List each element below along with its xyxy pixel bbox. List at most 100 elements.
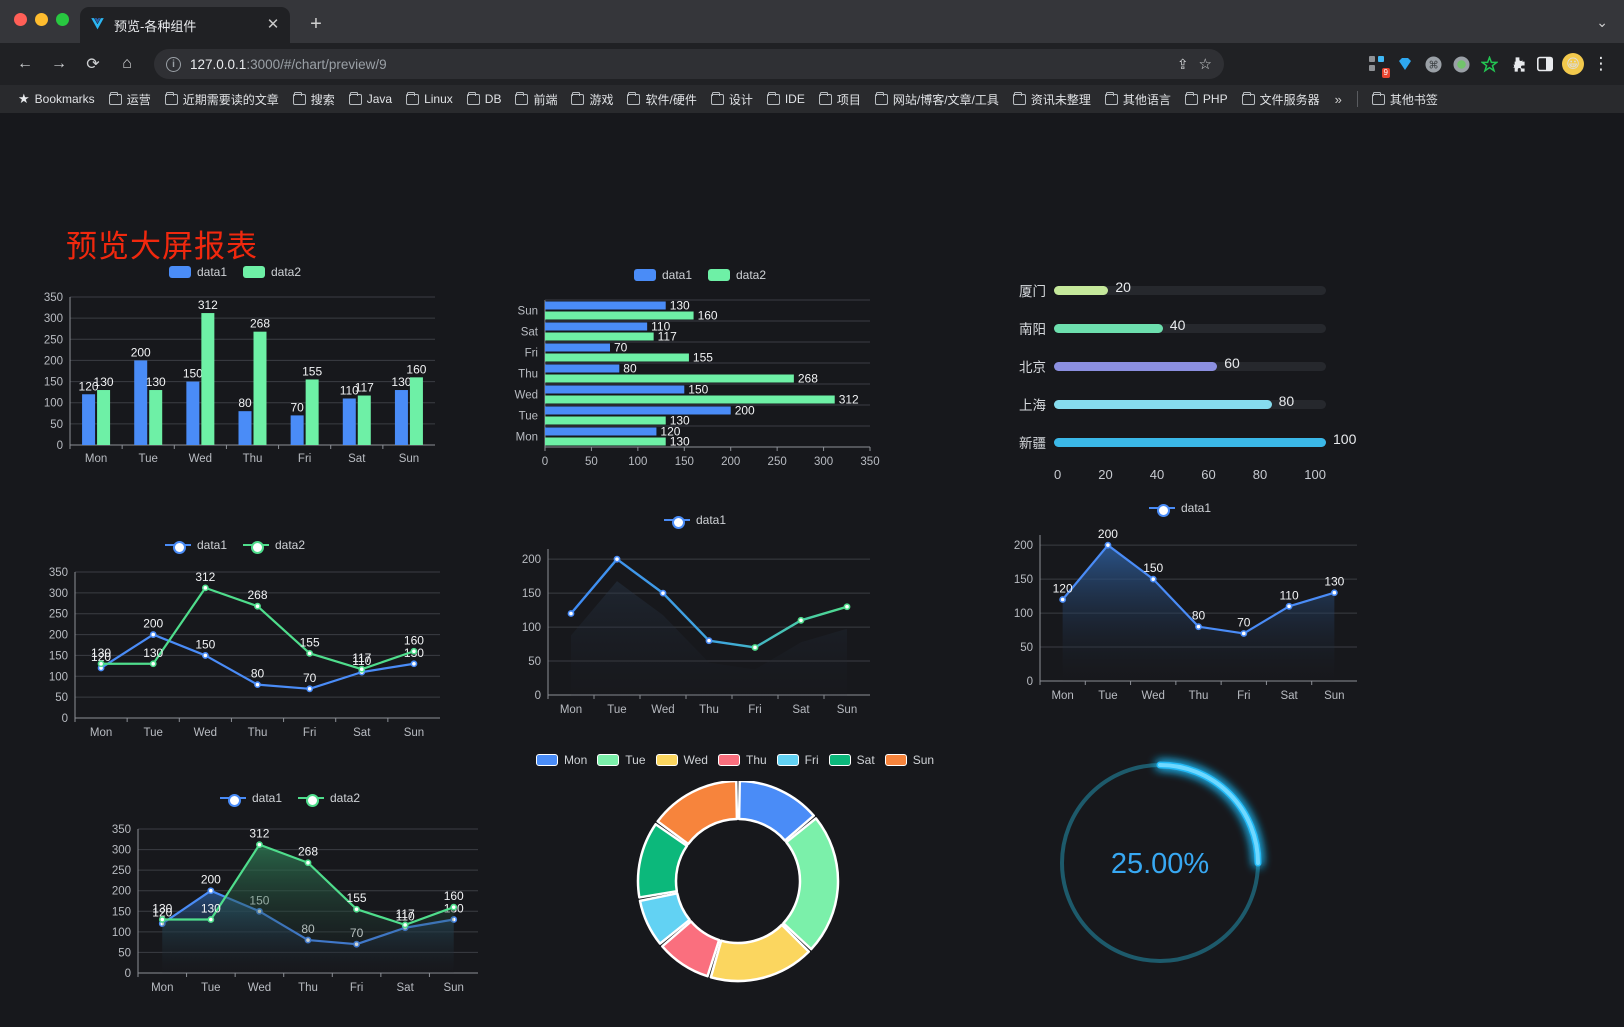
legend-item-tue[interactable]: Tue [597,753,646,767]
bookmark-folder[interactable]: DB [461,89,508,109]
new-tab-button[interactable]: + [310,13,322,35]
bookmark-star-icon[interactable]: ☆ [1198,56,1212,73]
legend-item-data2[interactable]: data2 [298,791,360,807]
close-icon[interactable]: ✕ [266,16,280,33]
chart-line-two-series[interactable]: data1 data2 0 50 100 150 200 250 300 350 Mon Tue W… [20,538,450,750]
svg-text:312: 312 [249,827,269,841]
progress-track[interactable]: 80 [1054,393,1326,409]
legend-item-mon[interactable]: Mon [535,753,587,767]
maximize-window-button[interactable] [56,13,69,26]
svg-text:Fri: Fri [525,348,538,360]
avatar[interactable]: 😀 [1560,51,1586,77]
progress-track[interactable]: 60 [1054,355,1326,371]
legend-item-data2[interactable]: data2 [708,268,766,282]
chart-gauge[interactable]: 25.00% [1040,743,1280,993]
folder-icon [710,91,724,105]
bookmark-manager-item[interactable]: ★ Bookmarks [12,88,101,110]
bookmark-folder[interactable]: PHP [1179,89,1234,109]
legend-item-sat[interactable]: Sat [828,753,875,767]
legend-item-fri[interactable]: Fri [776,753,819,767]
progress-row[interactable]: 新疆 100 [1000,423,1356,461]
bookmark-folder[interactable]: 软件/硬件 [621,88,702,111]
bookmark-folder[interactable]: Java [343,89,398,109]
puzzle-extensions-icon[interactable] [1504,51,1530,77]
command-circle-icon[interactable]: ⌘ [1420,51,1446,77]
legend-item-data1[interactable]: data1 [633,268,692,282]
address-bar[interactable]: i 127.0.0.1:3000/#/chart/preview/9 ⇪ ☆ [154,49,1224,79]
bookmark-folder[interactable]: 网站/博客/文章/工具 [869,88,1005,111]
chevron-down-icon[interactable]: ⌄ [1596,14,1608,30]
legend-item-wed[interactable]: Wed [655,753,708,767]
menu-icon[interactable]: ⋮ [1592,54,1610,73]
bookmark-folder[interactable]: 前端 [509,88,563,111]
bookmark-folder[interactable]: Linux [400,89,459,109]
forward-icon[interactable]: → [51,55,67,72]
progress-row[interactable]: 上海 80 [1000,385,1326,423]
bookmark-folder[interactable]: 近期需要读的文章 [159,88,285,111]
progress-axis: 0 20 40 60 80 100 [1054,461,1326,482]
progress-track[interactable]: 100 [1054,431,1356,447]
bookmark-folder[interactable]: 设计 [705,88,759,111]
legend[interactable]: Mon Tue Wed Thu Fri Sat Sun [520,753,950,767]
share-icon[interactable]: ⇪ [1176,55,1189,72]
progress-row[interactable]: 北京 60 [1000,347,1326,385]
legend-item-data1[interactable]: data1 [164,538,227,554]
bookmark-folder[interactable]: 游戏 [565,88,619,111]
svg-text:268: 268 [250,317,270,331]
close-window-button[interactable] [14,13,27,26]
progress-fill [1054,285,1109,295]
legend[interactable]: data1 [985,501,1375,517]
star-outline-green-icon[interactable] [1476,51,1502,77]
legend-item-data2[interactable]: data2 [243,538,305,554]
bookmark-folder[interactable]: 其他语言 [1099,88,1177,111]
legend-item-data1[interactable]: data1 [168,265,227,279]
bookmark-folder[interactable]: 文件服务器 [1236,88,1326,111]
svg-text:Tue: Tue [519,411,538,423]
legend-item-data1[interactable]: data1 [663,513,726,529]
chart-donut[interactable]: Mon Tue Wed Thu Fri Sat Sun [520,753,950,1006]
home-icon[interactable]: ⌂ [122,55,132,72]
legend[interactable]: data1 [500,513,890,529]
info-icon[interactable]: i [166,56,181,72]
minimize-window-button[interactable] [35,13,48,26]
bookmark-label: 文件服务器 [1259,92,1320,107]
legend-item-thu[interactable]: Thu [717,753,767,767]
extension-grid-icon[interactable]: 9 [1364,51,1390,78]
legend[interactable]: data1 data2 [500,268,900,282]
legend-item-data1[interactable]: data1 [219,791,282,807]
bookmark-folder[interactable]: 搜索 [287,88,341,111]
bookmarks-overflow-button[interactable]: » [1334,91,1342,107]
legend-item-sun[interactable]: Sun [884,753,934,767]
bookmark-folder[interactable]: 项目 [813,88,867,111]
chart-bar-vertical[interactable]: data1 data2 0 50 100 150 200 250 300 350 Mon 120 1… [20,265,450,480]
legend-item-data1[interactable]: data1 [1148,501,1211,517]
chart-area-two-series[interactable]: data1 data2 0 50 100 150 200 250 300 350 Mon Tue W… [80,791,500,1008]
legend-item-data2[interactable]: data2 [243,265,301,279]
bookmark-folder[interactable]: IDE [761,89,811,109]
progress-row[interactable]: 厦门 20 [1000,271,1326,309]
legend[interactable]: data1 data2 [80,791,500,807]
svg-text:Thu: Thu [518,369,538,381]
diamond-icon[interactable] [1392,51,1418,77]
progress-row[interactable]: 南阳 40 [1000,309,1326,347]
green-circle-icon[interactable] [1448,51,1474,77]
other-bookmarks-folder[interactable]: 其他书签 [1366,88,1444,111]
browser-tab[interactable]: 预览-各种组件 ✕ [80,7,290,43]
back-icon[interactable]: ← [17,55,33,72]
bookmark-folder[interactable]: 资讯未整理 [1007,88,1097,111]
progress-fill [1054,323,1163,333]
legend[interactable]: data1 data2 [20,265,450,279]
chart-bar-horizontal[interactable]: data1 data2 0 50 100 150 200 250 300 350 Sun 130 1… [500,268,900,487]
reload-icon[interactable]: ⟳ [86,56,100,73]
chart-progress-bars[interactable]: 厦门 20 南阳 40 北京 60 上海 80 新疆 100 0 20 40 60 80 100 [1000,271,1356,483]
chart-area-single[interactable]: data1 0 50 100 150 200 Mon Tue Wed Thu Fri Sat Sun 1… [985,501,1375,713]
svg-text:0: 0 [1027,676,1033,688]
progress-track[interactable]: 20 [1054,279,1326,295]
progress-track[interactable]: 40 [1054,317,1326,333]
bookmark-folder[interactable]: 运营 [103,88,157,111]
window-controls[interactable] [14,13,69,26]
sidebar-toggle-icon[interactable] [1532,51,1558,77]
svg-text:0: 0 [542,456,548,468]
legend[interactable]: data1 data2 [20,538,450,554]
